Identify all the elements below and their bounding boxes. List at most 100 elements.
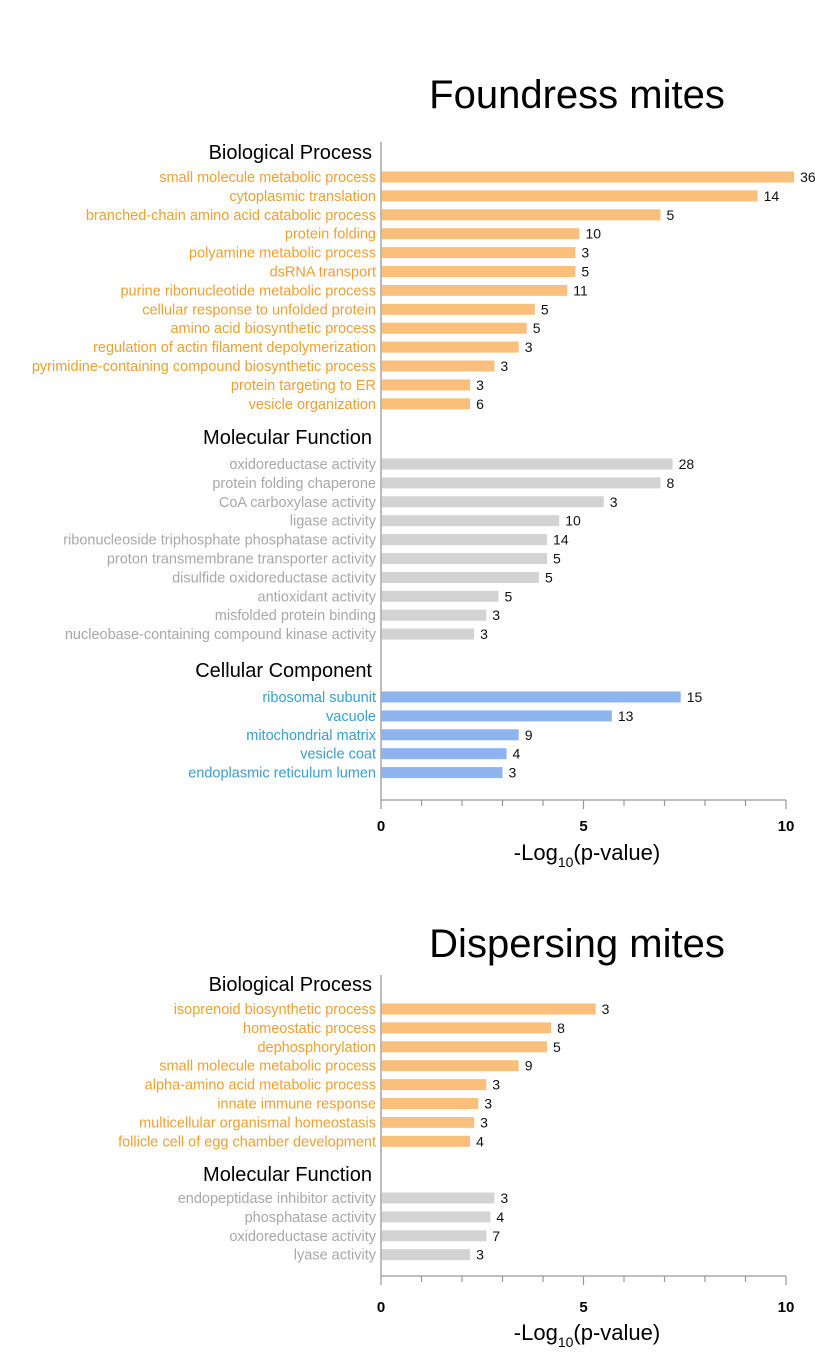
category-label: oxidoreductase activity (229, 457, 376, 473)
bar (381, 284, 568, 296)
bar (381, 266, 576, 277)
category-label: pyrimidine-containing compound biosynthe… (32, 359, 376, 375)
category-label: branched-chain amino acid catabolic proc… (86, 208, 376, 224)
chart-title: Dispersing mites (429, 922, 725, 966)
bar-count-label: 14 (764, 188, 780, 204)
bar-count-label: 36 (800, 169, 815, 185)
category-label: alpha-amino acid metabolic process (145, 1078, 376, 1094)
bar-count-label: 10 (585, 226, 601, 242)
category-label: oxidoreductase activity (229, 1229, 376, 1245)
category-label: protein folding (285, 227, 376, 243)
category-label: regulation of actin filament depolymeriz… (93, 340, 376, 356)
bar (381, 458, 673, 470)
bar (381, 729, 519, 741)
category-label: dsRNA transport (270, 265, 376, 281)
category-label: vesicle coat (300, 747, 376, 763)
category-label: nucleobase-containing compound kinase ac… (65, 627, 377, 643)
x-axis-label-subscript: 10 (558, 1334, 574, 1350)
category-label: antioxidant activity (258, 589, 377, 605)
x-tick-label: 10 (778, 818, 795, 835)
x-tick-label: 0 (377, 1299, 385, 1316)
category-label: lyase activity (294, 1248, 377, 1264)
bar (381, 1003, 596, 1015)
bar (381, 171, 795, 183)
bar-count-label: 3 (509, 765, 517, 781)
bar (381, 691, 681, 703)
x-axis-label: -Log10(p-value) (514, 840, 660, 870)
bar (381, 1041, 548, 1053)
x-axis-label-prefix: -Log (514, 1320, 558, 1345)
bar-count-label: 10 (565, 513, 581, 529)
bar-count-label: 3 (476, 377, 484, 393)
bar-count-label: 14 (553, 532, 569, 548)
bar-count-label: 13 (618, 708, 634, 724)
group-header: Cellular Component (195, 660, 372, 682)
bar (381, 748, 507, 760)
group-header: Biological Process (209, 142, 372, 164)
bar-count-label: 3 (525, 339, 533, 355)
bar (381, 303, 535, 315)
category-label: cellular response to unfolded protein (142, 302, 376, 318)
group-header: Molecular Function (203, 1164, 372, 1186)
bar-count-label: 11 (573, 282, 588, 298)
category-label: amino acid biosynthetic process (170, 321, 376, 337)
bar-count-label: 3 (480, 626, 488, 642)
bar (381, 553, 548, 564)
category-label: vacuole (326, 709, 376, 725)
bar-count-label: 5 (553, 551, 561, 567)
x-tick-label: 5 (579, 1299, 587, 1316)
category-label: CoA carboxylase activity (219, 495, 377, 511)
category-label: endopeptidase inhibitor activity (178, 1191, 377, 1207)
bar (381, 1060, 519, 1072)
bar (381, 710, 612, 722)
category-label: phosphatase activity (245, 1210, 377, 1226)
category-label: follicle cell of egg chamber development (118, 1134, 376, 1150)
bar (381, 628, 475, 640)
category-label: proton transmembrane transporter activit… (107, 552, 377, 568)
bar (381, 1135, 471, 1147)
bar (381, 190, 758, 202)
bar-count-label: 3 (480, 1114, 488, 1130)
bar (381, 360, 495, 372)
bar-count-label: 3 (484, 1096, 492, 1112)
bar-count-label: 3 (500, 358, 508, 374)
bar (381, 1022, 552, 1034)
bar-count-label: 6 (476, 396, 484, 412)
x-axis-label-suffix: (p-value) (573, 840, 660, 865)
category-label: small molecule metabolic process (159, 170, 376, 186)
category-label: cytoplasmic translation (229, 189, 376, 205)
x-tick-label: 10 (778, 1299, 795, 1316)
bar (381, 1079, 487, 1091)
bar (381, 515, 560, 527)
bar-count-label: 3 (500, 1190, 508, 1206)
bar (381, 1211, 491, 1223)
x-axis-label-subscript: 10 (558, 854, 574, 870)
bar-count-label: 4 (476, 1133, 484, 1149)
chart-title: Foundress mites (429, 73, 725, 117)
bar-count-label: 5 (581, 264, 589, 280)
bar (381, 209, 661, 221)
bar-count-label: 8 (557, 1020, 565, 1036)
bar-count-label: 5 (545, 569, 553, 585)
bar (381, 496, 604, 508)
bar (381, 590, 499, 602)
bar-count-label: 3 (492, 1077, 500, 1093)
category-label: homeostatic process (243, 1021, 376, 1037)
group-header: Molecular Function (203, 427, 372, 449)
bar-count-label: 9 (525, 1058, 533, 1074)
category-label: small molecule metabolic process (159, 1059, 376, 1075)
bar (381, 767, 503, 779)
bar-count-label: 3 (492, 607, 500, 623)
bar-count-label: 28 (679, 456, 695, 472)
bar-count-label: 4 (513, 746, 521, 762)
category-label: dephosphorylation (257, 1040, 376, 1056)
category-label: isoprenoid biosynthetic process (174, 1002, 376, 1018)
bar (381, 341, 519, 353)
bar-count-label: 15 (687, 689, 703, 705)
bar-count-label: 3 (581, 245, 589, 261)
bar (381, 322, 527, 334)
bar-count-label: 5 (541, 301, 549, 317)
bar (381, 247, 576, 259)
bar-count-label: 5 (666, 207, 674, 223)
